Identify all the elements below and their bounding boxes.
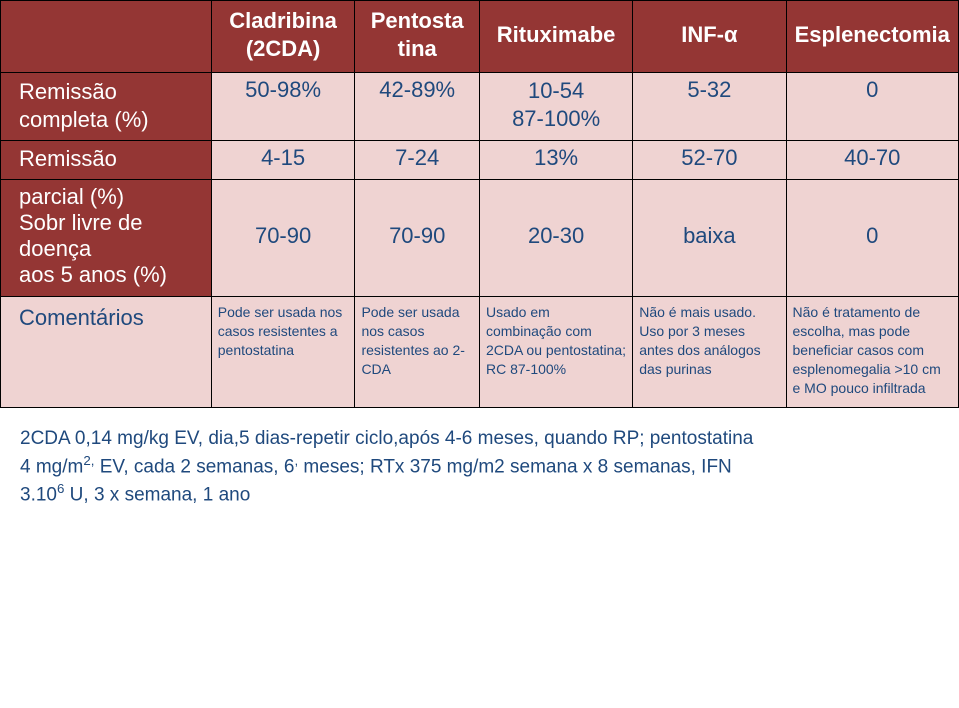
- cell-comment: Não é mais usado. Uso por 3 meses antes …: [633, 297, 786, 408]
- cell: 70-90: [211, 180, 355, 297]
- label-text: completa (%): [19, 107, 149, 132]
- cell-comment: Pode ser usada nos casos resistentes a p…: [211, 297, 355, 408]
- dosage-caption: 2CDA 0,14 mg/kg EV, dia,5 dias-repetir c…: [0, 408, 959, 508]
- row-comentarios: Comentários Pode ser usada nos casos res…: [1, 297, 959, 408]
- cell-comment: Não é tratamento de escolha, mas pode be…: [786, 297, 959, 408]
- cell: baixa: [633, 180, 786, 297]
- cell-text: 87-100%: [512, 106, 600, 131]
- row-sobr-livre: parcial (%) Sobr livre de doença aos 5 a…: [1, 180, 959, 297]
- cell: 52-70: [633, 141, 786, 180]
- cell: 0: [786, 73, 959, 141]
- cell: 70-90: [355, 180, 480, 297]
- label-text: aos 5 anos (%): [19, 262, 167, 287]
- cell: 7-24: [355, 141, 480, 180]
- cell: 5-32: [633, 73, 786, 141]
- cell-comment: Pode ser usada nos casos resistentes ao …: [355, 297, 480, 408]
- cell: 42-89%: [355, 73, 480, 141]
- col-text: Pentosta: [371, 8, 464, 33]
- row-label: parcial (%) Sobr livre de doença aos 5 a…: [1, 180, 212, 297]
- cell: 0: [786, 180, 959, 297]
- row-remissao-completa: Remissão completa (%) 50-98% 42-89% 10-5…: [1, 73, 959, 141]
- row-remissao: Remissão 4-15 7-24 13% 52-70 40-70: [1, 141, 959, 180]
- col-inf-alpha: INF-α: [633, 1, 786, 73]
- cell: 20-30: [479, 180, 632, 297]
- cell: 40-70: [786, 141, 959, 180]
- cell: 4-15: [211, 141, 355, 180]
- treatment-table: Cladribina (2CDA) Pentosta tina Rituxima…: [0, 0, 959, 408]
- row-label: Remissão completa (%): [1, 73, 212, 141]
- col-cladribina: Cladribina (2CDA): [211, 1, 355, 73]
- caption-text: EV, cada 2 semanas, 6: [94, 456, 294, 477]
- caption-text: U, 3 x semana, 1 ano: [64, 484, 250, 505]
- col-text: (2CDA): [246, 36, 321, 61]
- col-text: tina: [398, 36, 437, 61]
- col-blank: [1, 1, 212, 73]
- caption-text: 3.10: [20, 484, 57, 505]
- caption-text: 2CDA 0,14 mg/kg EV, dia,5 dias-repetir c…: [20, 428, 753, 449]
- row-label: Comentários: [1, 297, 212, 408]
- row-label: Remissão: [1, 141, 212, 180]
- col-esplenectomia: Esplenectomia: [786, 1, 959, 73]
- label-text: Sobr livre de: [19, 210, 143, 235]
- label-text: Remissão: [19, 79, 117, 104]
- label-text: parcial (%): [19, 184, 124, 209]
- caption-text: meses; RTx 375 mg/m2 semana x 8 semanas,…: [298, 456, 732, 477]
- caption-text: 4 mg/m: [20, 456, 83, 477]
- caption-sup: 2,: [83, 453, 94, 468]
- cell-text: 10-54: [528, 78, 584, 103]
- label-text: doença: [19, 236, 91, 261]
- col-pentostatina: Pentosta tina: [355, 1, 480, 73]
- col-text: Cladribina: [229, 8, 337, 33]
- cell: 10-54 87-100%: [479, 73, 632, 141]
- col-rituximabe: Rituximabe: [479, 1, 632, 73]
- cell: 50-98%: [211, 73, 355, 141]
- cell-comment: Usado em combinação com 2CDA ou pentosta…: [479, 297, 632, 408]
- cell: 13%: [479, 141, 632, 180]
- header-row: Cladribina (2CDA) Pentosta tina Rituxima…: [1, 1, 959, 73]
